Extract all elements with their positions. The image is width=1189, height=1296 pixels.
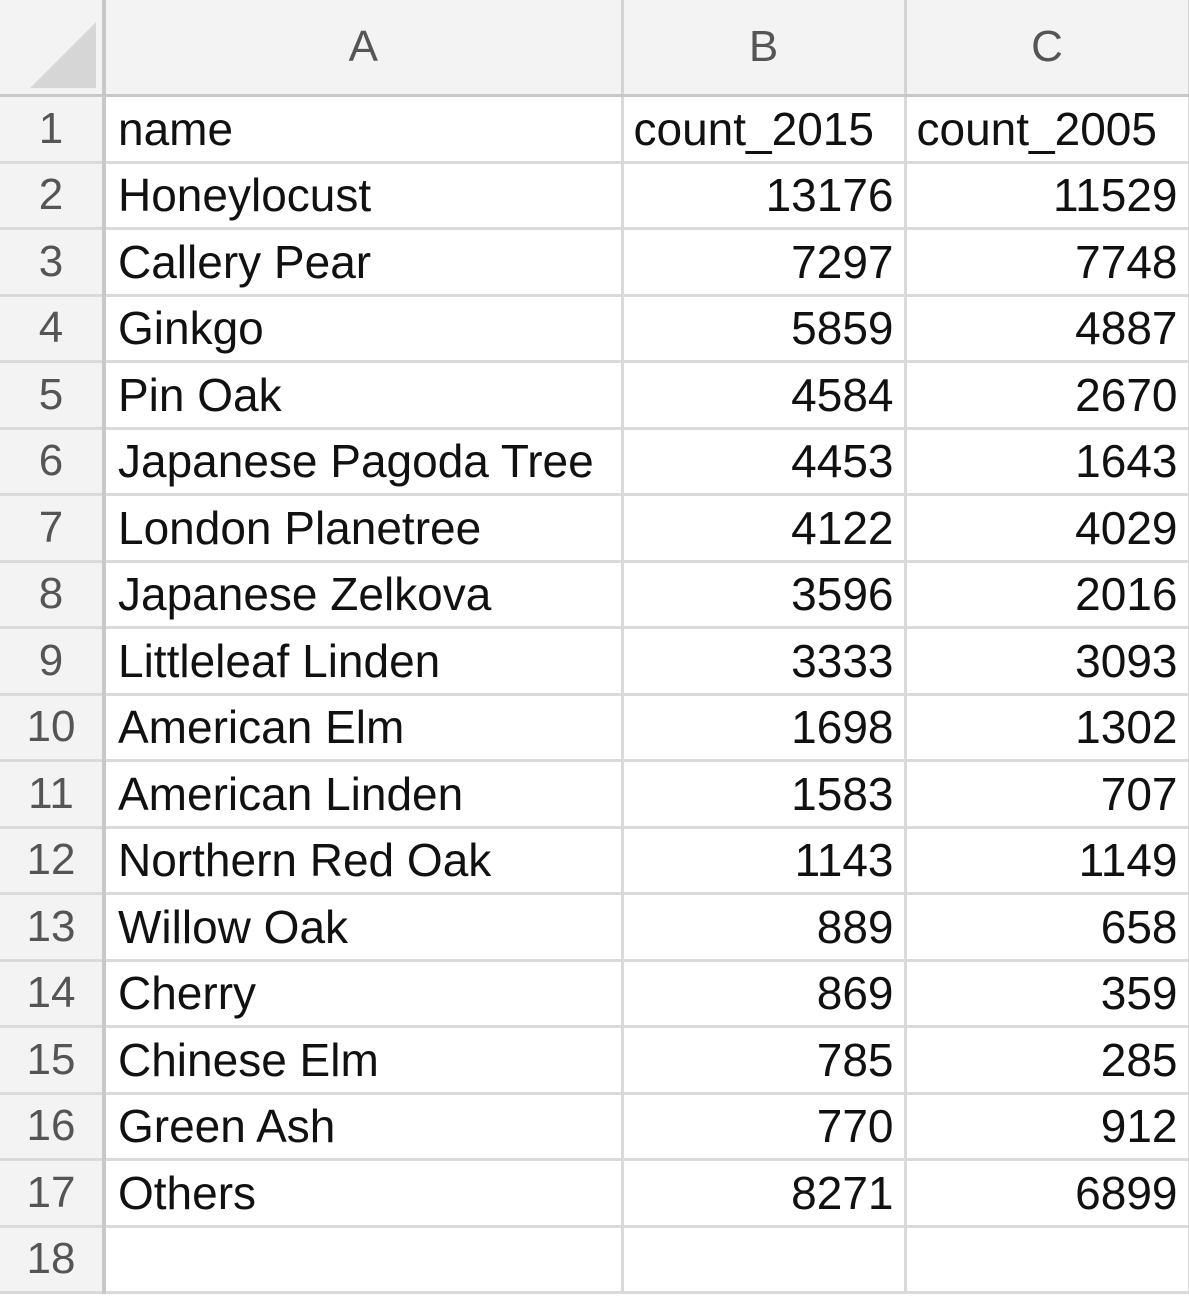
count-2015-cell[interactable]: 3333 (622, 627, 907, 696)
count-2015-cell[interactable]: 1583 (622, 760, 907, 829)
count-2015-cell[interactable]: 889 (622, 893, 907, 962)
row-header[interactable]: 11 (0, 760, 106, 829)
name-cell[interactable]: Others (104, 1159, 624, 1228)
row-header[interactable]: 5 (0, 361, 106, 430)
sheet-row: 12 Northern Red Oak 1143 1149 (0, 827, 1189, 895)
sheet-row: 14 Cherry 869 359 (0, 960, 1189, 1028)
count-2005-cell[interactable]: 4887 (905, 295, 1189, 363)
name-cell[interactable]: Northern Red Oak (104, 827, 624, 895)
count-2015-cell[interactable]: 4453 (622, 428, 907, 496)
row-header[interactable]: 3 (0, 228, 106, 297)
row-header[interactable]: 10 (0, 694, 106, 762)
count-2005-cell[interactable]: 912 (905, 1093, 1189, 1161)
row-header[interactable]: 17 (0, 1159, 106, 1228)
column-header-a[interactable]: A (104, 0, 624, 97)
sheet-row: 1 name count_2015 count_2005 (0, 95, 1189, 164)
sheet-row: 8 Japanese Zelkova 3596 2016 (0, 561, 1189, 629)
row-header[interactable]: 8 (0, 561, 106, 629)
count-2015-cell[interactable]: 770 (622, 1093, 907, 1161)
count-2005-cell[interactable]: 7748 (905, 228, 1189, 297)
sheet-row: 5 Pin Oak 4584 2670 (0, 361, 1189, 430)
cell-c1[interactable]: count_2005 (905, 95, 1189, 164)
count-2015-cell[interactable]: 3596 (622, 561, 907, 629)
sheet-row: 15 Chinese Elm 785 285 (0, 1026, 1189, 1095)
count-2015-cell[interactable]: 13176 (622, 162, 907, 230)
column-header-row: A B C (0, 0, 1189, 97)
name-cell[interactable]: Willow Oak (104, 893, 624, 962)
count-2005-cell[interactable]: 1302 (905, 694, 1189, 762)
count-2015-cell[interactable]: 1698 (622, 694, 907, 762)
sheet-row: 10 American Elm 1698 1302 (0, 694, 1189, 762)
count-2015-cell[interactable]: 5859 (622, 295, 907, 363)
count-2015-cell[interactable]: 1143 (622, 827, 907, 895)
row-header[interactable]: 9 (0, 627, 106, 696)
name-cell[interactable]: Honeylocust (104, 162, 624, 230)
count-2005-cell[interactable]: 1149 (905, 827, 1189, 895)
empty-cell[interactable] (104, 1226, 624, 1294)
sheet-row: 9 Littleleaf Linden 3333 3093 (0, 627, 1189, 696)
count-2005-cell[interactable]: 2016 (905, 561, 1189, 629)
count-2005-cell[interactable]: 707 (905, 760, 1189, 829)
row-header[interactable]: 4 (0, 295, 106, 363)
name-cell[interactable]: American Linden (104, 760, 624, 829)
row-header[interactable]: 1 (0, 95, 106, 164)
row-header[interactable]: 12 (0, 827, 106, 895)
row-header[interactable]: 7 (0, 494, 106, 563)
count-2005-cell[interactable]: 359 (905, 960, 1189, 1028)
column-header-b[interactable]: B (622, 0, 907, 97)
sheet-row: 2 Honeylocust 13176 11529 (0, 162, 1189, 230)
count-2015-cell[interactable]: 8271 (622, 1159, 907, 1228)
name-cell[interactable]: American Elm (104, 694, 624, 762)
row-header[interactable]: 18 (0, 1226, 106, 1294)
count-2005-cell[interactable]: 285 (905, 1026, 1189, 1095)
sheet-row: 3 Callery Pear 7297 7748 (0, 228, 1189, 297)
count-2005-cell[interactable]: 2670 (905, 361, 1189, 430)
empty-cell[interactable] (622, 1226, 907, 1294)
name-cell[interactable]: Callery Pear (104, 228, 624, 297)
name-cell[interactable]: Ginkgo (104, 295, 624, 363)
count-2015-cell[interactable]: 869 (622, 960, 907, 1028)
name-cell[interactable]: Japanese Pagoda Tree (104, 428, 624, 496)
sheet-row: 4 Ginkgo 5859 4887 (0, 295, 1189, 363)
name-cell[interactable]: Japanese Zelkova (104, 561, 624, 629)
row-header[interactable]: 6 (0, 428, 106, 496)
sheet-row: 7 London Planetree 4122 4029 (0, 494, 1189, 563)
column-header-c[interactable]: C (905, 0, 1189, 97)
row-header[interactable]: 16 (0, 1093, 106, 1161)
empty-cell[interactable] (905, 1226, 1189, 1294)
sheet-row-empty: 18 (0, 1226, 1189, 1294)
count-2005-cell[interactable]: 6899 (905, 1159, 1189, 1228)
count-2015-cell[interactable]: 4584 (622, 361, 907, 430)
sheet-row: 16 Green Ash 770 912 (0, 1093, 1189, 1161)
row-header[interactable]: 15 (0, 1026, 106, 1095)
count-2005-cell[interactable]: 1643 (905, 428, 1189, 496)
name-cell[interactable]: Chinese Elm (104, 1026, 624, 1095)
count-2005-cell[interactable]: 4029 (905, 494, 1189, 563)
name-cell[interactable]: Pin Oak (104, 361, 624, 430)
sheet-row: 17 Others 8271 6899 (0, 1159, 1189, 1228)
sheet-row: 11 American Linden 1583 707 (0, 760, 1189, 829)
count-2015-cell[interactable]: 785 (622, 1026, 907, 1095)
count-2005-cell[interactable]: 658 (905, 893, 1189, 962)
count-2015-cell[interactable]: 7297 (622, 228, 907, 297)
sheet-row: 6 Japanese Pagoda Tree 4453 1643 (0, 428, 1189, 496)
count-2015-cell[interactable]: 4122 (622, 494, 907, 563)
select-all-corner[interactable] (0, 0, 106, 97)
cell-b1[interactable]: count_2015 (622, 95, 907, 164)
count-2005-cell[interactable]: 3093 (905, 627, 1189, 696)
row-header[interactable]: 14 (0, 960, 106, 1028)
row-header[interactable]: 13 (0, 893, 106, 962)
count-2005-cell[interactable]: 11529 (905, 162, 1189, 230)
row-header[interactable]: 2 (0, 162, 106, 230)
sheet-row: 13 Willow Oak 889 658 (0, 893, 1189, 962)
cell-a1[interactable]: name (104, 95, 624, 164)
name-cell[interactable]: Cherry (104, 960, 624, 1028)
select-all-triangle-icon (30, 22, 96, 88)
name-cell[interactable]: Green Ash (104, 1093, 624, 1161)
name-cell[interactable]: London Planetree (104, 494, 624, 563)
name-cell[interactable]: Littleleaf Linden (104, 627, 624, 696)
